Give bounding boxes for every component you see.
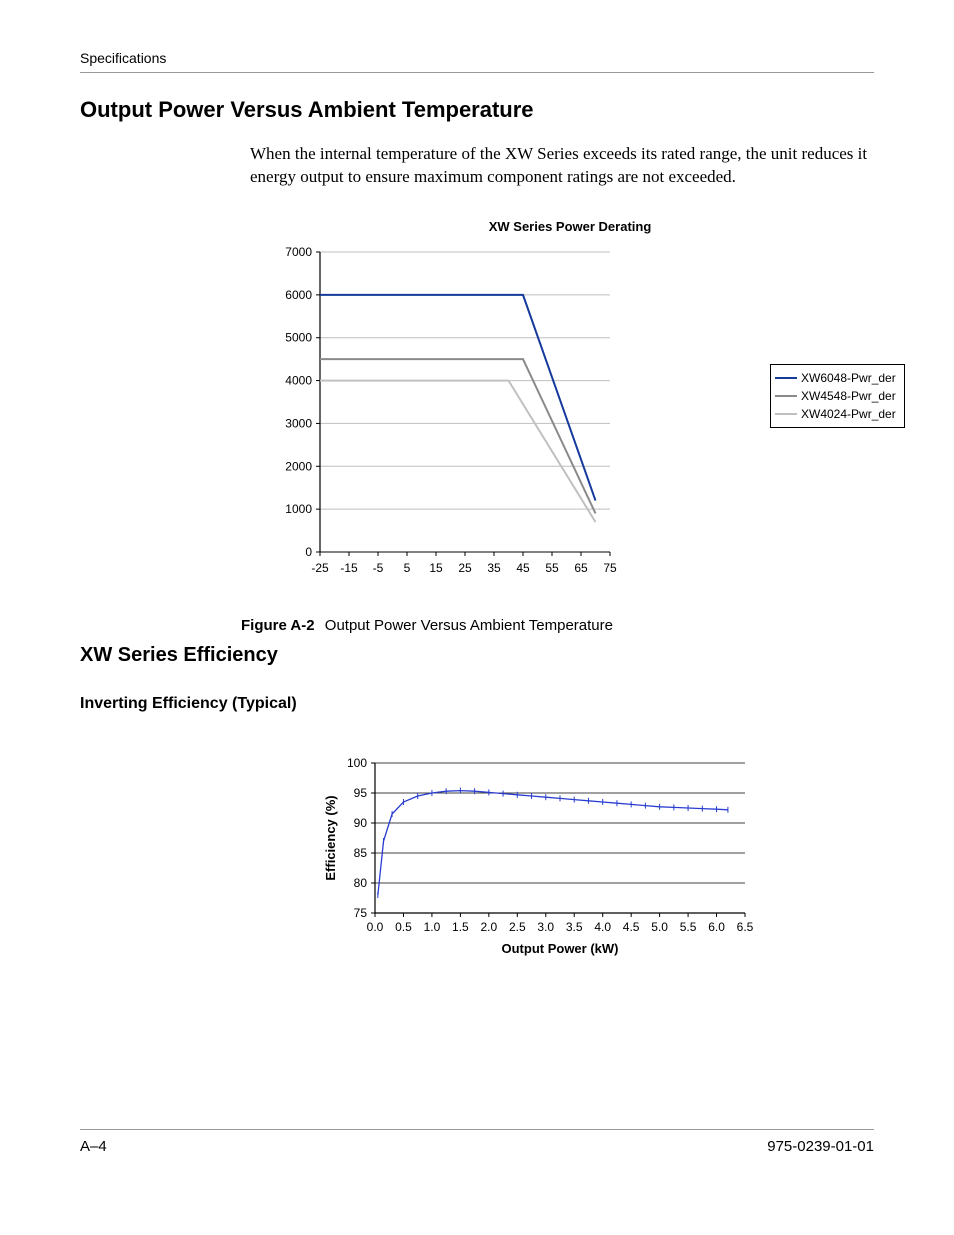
svg-text:6.0: 6.0 — [708, 920, 725, 934]
svg-text:45: 45 — [516, 561, 530, 575]
legend-label: XW4024-Pwr_der — [801, 407, 896, 421]
chart1-container: XW Series Power Derating 0 1000 2000 3000 40… — [210, 219, 930, 599]
svg-text:5: 5 — [404, 561, 411, 575]
chart1-caption: Figure A-2 Output Power Versus Ambient T… — [80, 617, 774, 634]
svg-text:4.5: 4.5 — [623, 920, 640, 934]
svg-text:Efficiency (%): Efficiency (%) — [323, 795, 338, 880]
header-section-label: Specifications — [80, 50, 874, 66]
svg-text:35: 35 — [487, 561, 501, 575]
svg-text:75: 75 — [354, 906, 368, 920]
svg-text:15: 15 — [429, 561, 443, 575]
header-rule — [80, 72, 874, 73]
chart1-caption-bold: Figure A-2 — [241, 617, 315, 634]
legend-item: XW6048-Pwr_der — [775, 369, 896, 387]
legend-label: XW4548-Pwr_der — [801, 389, 896, 403]
section2-title: XW Series Efficiency — [80, 644, 874, 667]
legend-swatch — [775, 377, 797, 379]
svg-text:95: 95 — [354, 786, 368, 800]
legend-item: XW4548-Pwr_der — [775, 387, 896, 405]
svg-text:5000: 5000 — [285, 331, 312, 345]
page-header: Specifications — [80, 50, 874, 73]
legend-swatch — [775, 413, 797, 415]
legend-item: XW4024-Pwr_der — [775, 405, 896, 423]
chart1-caption-rest: Output Power Versus Ambient Temperature — [325, 617, 613, 634]
svg-text:6.5: 6.5 — [737, 920, 754, 934]
svg-text:6000: 6000 — [285, 288, 312, 302]
section1-title: Output Power Versus Ambient Temperature — [80, 97, 874, 123]
svg-text:3.0: 3.0 — [537, 920, 554, 934]
page-footer: A–4 975-0239-01-01 — [80, 1121, 874, 1155]
svg-text:3000: 3000 — [285, 416, 312, 430]
svg-text:55: 55 — [545, 561, 559, 575]
section3-title: Inverting Efficiency (Typical) — [80, 695, 874, 713]
svg-text:1.0: 1.0 — [424, 920, 441, 934]
svg-text:65: 65 — [574, 561, 588, 575]
footer-page-number: A–4 — [80, 1138, 107, 1155]
footer-rule — [80, 1129, 874, 1130]
svg-text:5.0: 5.0 — [651, 920, 668, 934]
legend-label: XW6048-Pwr_der — [801, 371, 896, 385]
svg-text:75: 75 — [603, 561, 617, 575]
chart1-svg: 0 1000 2000 3000 4000 5000 6000 7000 -25 -15 -5 5 15… — [210, 242, 630, 602]
svg-text:0.5: 0.5 — [395, 920, 412, 934]
svg-text:0: 0 — [305, 545, 312, 559]
footer-doc-number: 975-0239-01-01 — [767, 1138, 874, 1155]
svg-text:100: 100 — [347, 756, 367, 770]
svg-text:4000: 4000 — [285, 373, 312, 387]
svg-text:0.0: 0.0 — [367, 920, 384, 934]
chart1-title: XW Series Power Derating — [210, 219, 930, 234]
svg-text:-5: -5 — [373, 561, 384, 575]
svg-text:2000: 2000 — [285, 459, 312, 473]
svg-text:2.0: 2.0 — [481, 920, 498, 934]
svg-text:90: 90 — [354, 816, 368, 830]
svg-text:Output Power (kW): Output Power (kW) — [502, 941, 619, 956]
svg-text:3.5: 3.5 — [566, 920, 583, 934]
legend-swatch — [775, 395, 797, 397]
svg-text:5.5: 5.5 — [680, 920, 697, 934]
svg-text:2.5: 2.5 — [509, 920, 526, 934]
svg-text:80: 80 — [354, 876, 368, 890]
chart1-legend: XW6048-Pwr_der XW4548-Pwr_der XW4024-Pwr_d… — [770, 364, 905, 428]
svg-text:1.5: 1.5 — [452, 920, 469, 934]
svg-text:-15: -15 — [340, 561, 358, 575]
chart2-container: 75 80 85 90 95 100 0.0 0.5 1.0 1.5 2.0 2.5 3.0 3.5 4.0… — [315, 753, 765, 973]
page: Specifications Output Power Versus Ambie… — [0, 0, 954, 1195]
svg-text:85: 85 — [354, 846, 368, 860]
svg-text:-25: -25 — [311, 561, 329, 575]
svg-text:25: 25 — [458, 561, 472, 575]
svg-text:7000: 7000 — [285, 245, 312, 259]
chart2-svg: 75 80 85 90 95 100 0.0 0.5 1.0 1.5 2.0 2.5 3.0 3.5 4.0… — [315, 753, 775, 973]
section1-body: When the internal temperature of the XW … — [250, 143, 874, 189]
svg-text:1000: 1000 — [285, 502, 312, 516]
svg-text:4.0: 4.0 — [594, 920, 611, 934]
